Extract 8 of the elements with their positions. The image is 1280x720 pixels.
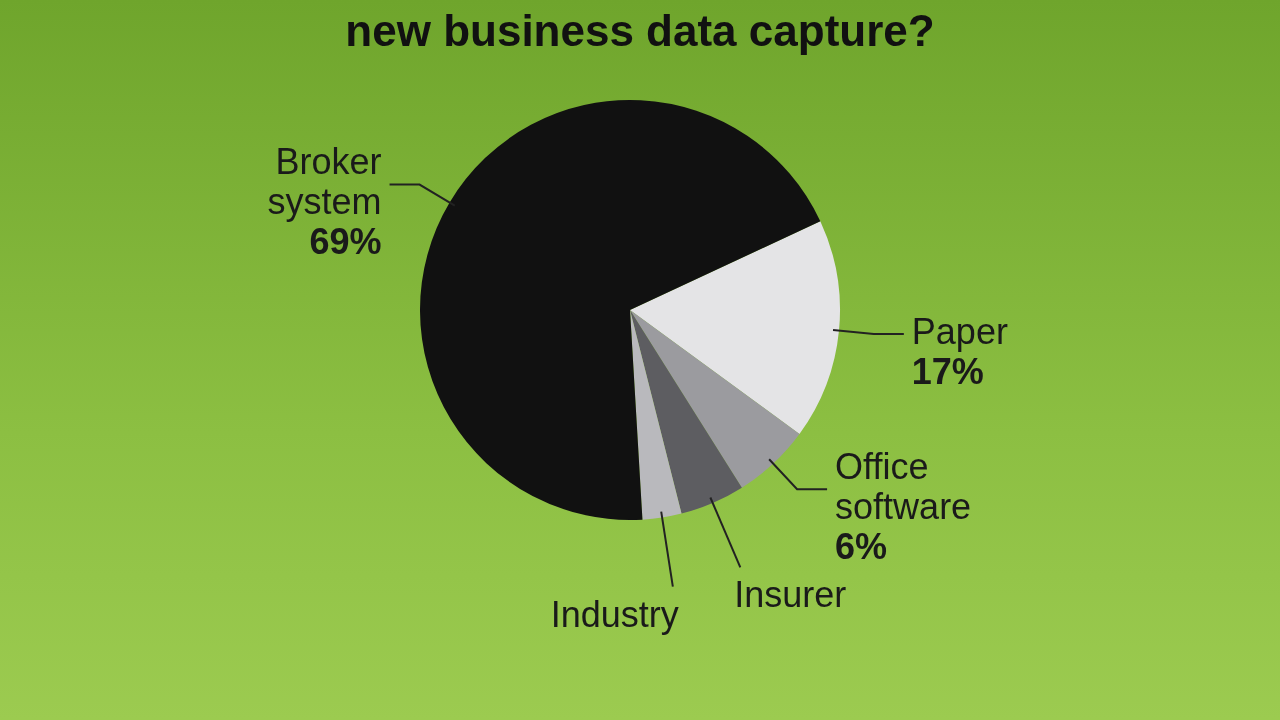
- slice-label: Paper: [911, 310, 1008, 352]
- data-label: 6%: [835, 526, 888, 568]
- chart-title: new business data capture?: [344, 6, 936, 56]
- slice-label: Insurer: [734, 574, 847, 616]
- slice-label: Broker system: [267, 141, 382, 223]
- data-label: 69%: [309, 221, 382, 263]
- slice-label: Industry: [550, 593, 679, 635]
- slice-label: Office software: [835, 446, 972, 528]
